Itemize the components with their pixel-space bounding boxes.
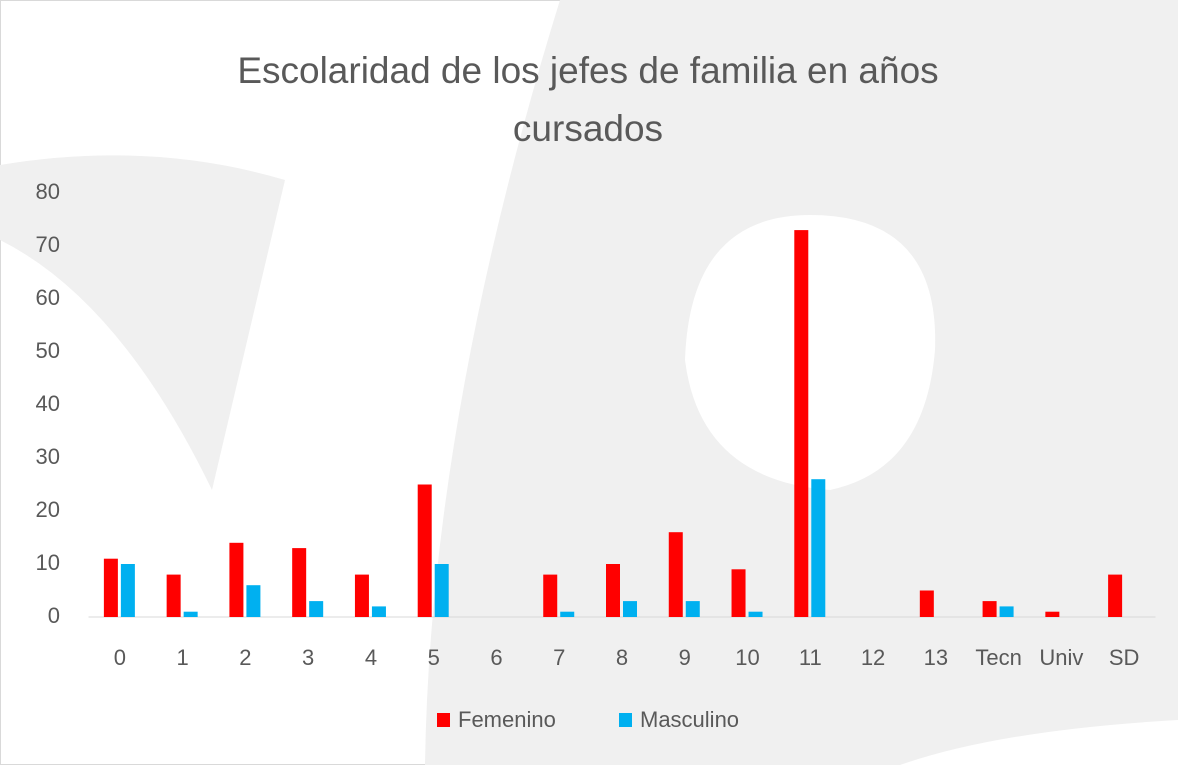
- bar: [166, 574, 181, 617]
- bar: [543, 574, 558, 617]
- background-shape: [685, 215, 936, 490]
- y-tick-label: 70: [36, 232, 60, 257]
- x-tick-label: 7: [553, 645, 565, 670]
- bar: [1045, 611, 1060, 617]
- x-tick-label: 11: [799, 645, 822, 670]
- legend-swatch: [437, 713, 450, 727]
- x-tick-label: 4: [365, 645, 377, 670]
- x-tick-label: 5: [428, 645, 440, 670]
- bar: [229, 542, 244, 617]
- legend-label: Masculino: [640, 707, 739, 732]
- legend-label: Femenino: [458, 707, 556, 732]
- bar: [354, 574, 369, 617]
- bar: [417, 484, 432, 617]
- x-tick-label: SD: [1109, 645, 1140, 670]
- y-tick-label: 10: [36, 550, 60, 575]
- bar: [103, 558, 118, 617]
- bar: [606, 564, 620, 617]
- bar: [794, 230, 809, 617]
- bar: [982, 601, 997, 617]
- y-tick-label: 60: [36, 285, 60, 310]
- y-tick-label: 0: [48, 603, 60, 628]
- x-tick-label: 12: [861, 645, 885, 670]
- legend-swatch: [619, 713, 632, 727]
- y-tick-label: 40: [36, 391, 60, 416]
- bar: [748, 611, 763, 617]
- bar: [183, 611, 198, 617]
- y-tick-label: 50: [36, 338, 60, 363]
- bar: [560, 611, 575, 617]
- background-shape: [900, 720, 1178, 765]
- x-tick-label: 3: [302, 645, 314, 670]
- bar: [999, 606, 1014, 617]
- y-tick-label: 30: [36, 444, 60, 469]
- x-tick-label: Univ: [1039, 645, 1083, 670]
- chart-title: Escolaridad de los jefes de familia en a…: [237, 50, 939, 149]
- bar: [623, 601, 637, 617]
- x-tick-label: 8: [616, 645, 628, 670]
- x-tick-label: 9: [679, 645, 691, 670]
- x-tick-label: 10: [735, 645, 759, 670]
- bar: [292, 548, 307, 617]
- x-tick-label: 13: [924, 645, 948, 670]
- bar: [120, 564, 135, 617]
- y-tick-label: 20: [36, 497, 60, 522]
- y-tick-label: 80: [36, 179, 60, 204]
- x-tick-label: 1: [177, 645, 189, 670]
- bar: [919, 590, 934, 617]
- x-tick-label: 0: [114, 645, 126, 670]
- bar: [434, 564, 449, 617]
- background-shape: [0, 155, 285, 490]
- x-tick-label: 2: [239, 645, 251, 670]
- x-tick-label: 6: [490, 645, 502, 670]
- bar: [1108, 574, 1123, 617]
- bar: [309, 601, 324, 617]
- bar: [685, 601, 700, 617]
- bar: [731, 569, 746, 617]
- bar: [246, 585, 261, 617]
- bar: [811, 479, 826, 617]
- bar: [371, 606, 386, 617]
- bar: [668, 532, 683, 617]
- x-tick-label: Tecn: [975, 645, 1021, 670]
